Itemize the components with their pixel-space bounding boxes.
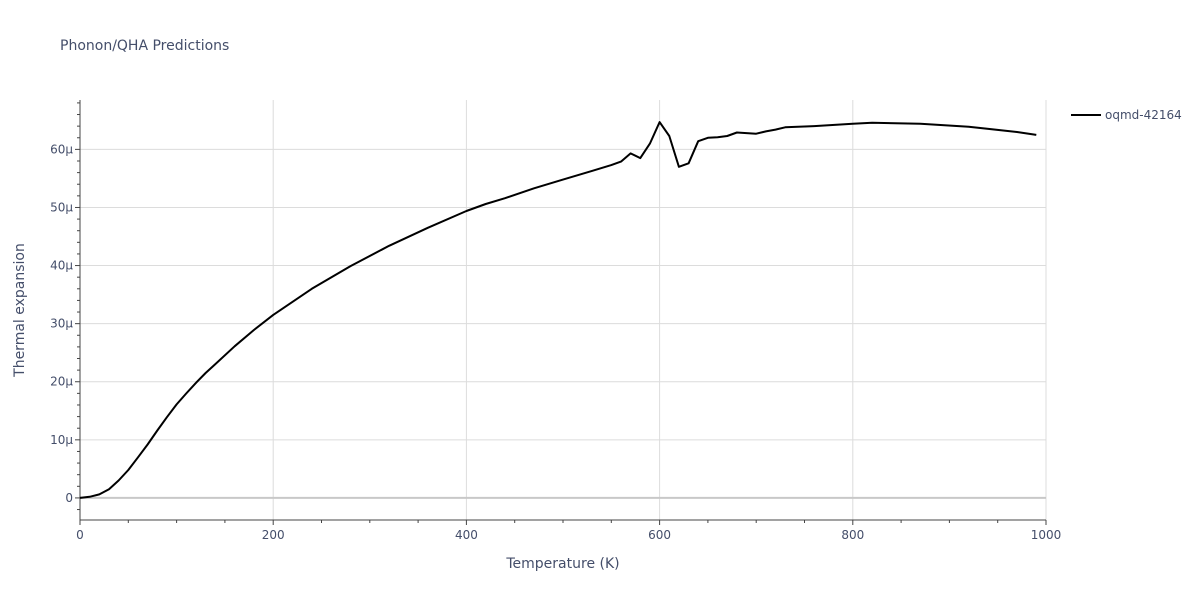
- x-tick-label: 1000: [1031, 528, 1062, 542]
- x-axis-title: Temperature (K): [505, 556, 619, 572]
- y-tick-label: 50µ: [50, 200, 73, 214]
- series-layer: [79, 121, 1037, 499]
- y-tick-label: 0: [65, 491, 73, 505]
- axes: 0 200 400 600 800 1000 0 10µ 20µ 30µ 40µ 50µ 60µ: [50, 100, 1061, 542]
- grid: [80, 100, 1047, 520]
- y-tick-label: 30µ: [50, 317, 73, 331]
- y-tick-label: 40µ: [50, 259, 73, 273]
- y-tick-label: 20µ: [50, 375, 73, 389]
- x-tick-label: 200: [262, 528, 285, 542]
- x-tick-label: 400: [455, 528, 478, 542]
- y-axis-title: Thermal expansion: [12, 243, 28, 378]
- series-line: [79, 121, 1037, 499]
- x-tick-label: 0: [76, 528, 84, 542]
- legend-label: oqmd-42164: [1105, 108, 1182, 122]
- y-tick-label: 10µ: [50, 433, 73, 447]
- chart-title: Phonon/QHA Predictions: [60, 38, 229, 54]
- legend[interactable]: oqmd-42164: [1071, 108, 1182, 122]
- x-tick-label: 800: [841, 528, 864, 542]
- y-tick-label: 60µ: [50, 142, 73, 156]
- x-tick-label: 600: [648, 528, 671, 542]
